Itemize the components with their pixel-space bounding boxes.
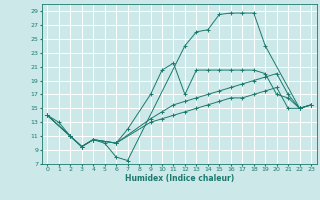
X-axis label: Humidex (Indice chaleur): Humidex (Indice chaleur) (124, 174, 234, 183)
